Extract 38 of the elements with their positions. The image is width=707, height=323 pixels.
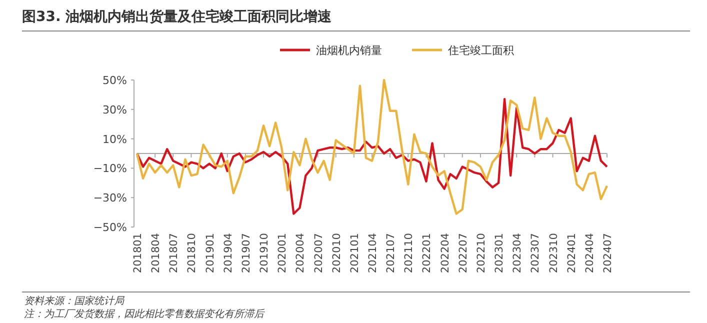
x-tick-label: 202110 [403, 233, 416, 274]
y-tick-label: 50% [102, 74, 127, 87]
x-tick-label: 202407 [602, 233, 614, 274]
y-tick-label: −30% [93, 192, 127, 205]
x-tick-label: 202401 [566, 233, 578, 274]
x-tick-label: 201901 [204, 233, 216, 274]
x-tick-label: 202307 [530, 233, 542, 274]
text: 资料来源：国家统计局 [24, 295, 125, 307]
x-tick-label: 202010 [330, 233, 343, 274]
legend-label: 油烟机内销量 [316, 44, 382, 57]
x-tick-label: 202404 [584, 232, 596, 274]
x-tick-label: 202107 [385, 233, 398, 274]
x-tick-label: 202310 [548, 233, 560, 274]
x-tick-label: 201910 [258, 233, 271, 274]
text: 注：为工厂发货数据，因此相比零售数据变化有所滞后 [24, 308, 265, 320]
x-tick-label: 201907 [240, 233, 252, 274]
x-tick-label: 202304 [512, 232, 524, 274]
x-tick-label: 201807 [168, 233, 180, 274]
x-tick-label: 201904 [222, 232, 234, 274]
x-tick-label: 202207 [457, 233, 470, 274]
y-tick-label: −50% [93, 221, 127, 234]
x-tick-label: 202007 [312, 233, 325, 274]
x-tick-label: 201804 [150, 232, 162, 274]
y-tick-label: −10% [93, 162, 127, 176]
x-tick-label: 202210 [475, 233, 488, 274]
x-tick-label: 202301 [494, 233, 506, 274]
y-tick-label: 30% [102, 103, 127, 116]
x-tick-label: 202004 [294, 232, 307, 274]
x-tick-label: 202001 [276, 233, 289, 274]
y-tick-label: 10% [102, 132, 127, 146]
x-tick-label: 202204 [439, 232, 452, 274]
title: 图33. 油烟机内销出货量及住宅竣工面积同比增速 [22, 9, 332, 25]
x-tick-label: 202104 [367, 232, 379, 274]
x-tick-label: 201810 [186, 233, 198, 274]
legend-label: 住宅竣工面积 [448, 44, 514, 57]
x-tick-label: 202201 [421, 233, 434, 274]
x-tick-label: 202101 [348, 233, 361, 274]
x-tick-label: 201801 [132, 233, 144, 274]
